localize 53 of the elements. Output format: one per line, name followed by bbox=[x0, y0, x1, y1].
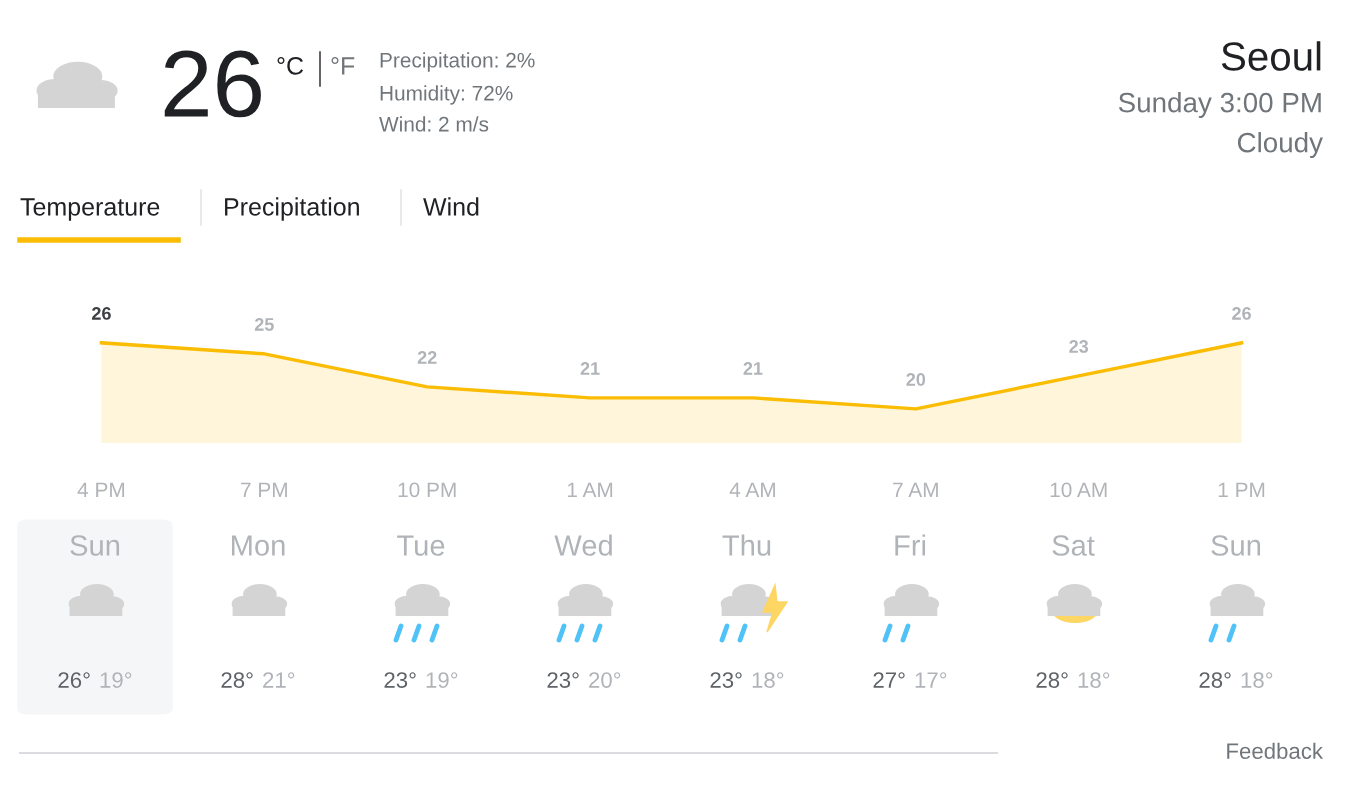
data-label: 21 bbox=[743, 362, 763, 375]
text: 18° bbox=[1078, 672, 1110, 688]
text: Humidity: 72% bbox=[380, 85, 513, 105]
text: 23° bbox=[384, 672, 416, 688]
text: 28° bbox=[1036, 672, 1068, 688]
x-tick-label: 4 AM bbox=[729, 482, 775, 497]
x-tick-label: 1 AM bbox=[567, 482, 613, 497]
text: °C bbox=[277, 57, 304, 75]
data-label: 26 bbox=[1232, 307, 1251, 320]
data-label: 21 bbox=[580, 362, 600, 375]
text: 19° bbox=[426, 672, 458, 688]
text: Seoul bbox=[1221, 41, 1321, 71]
text: 21° bbox=[263, 672, 295, 688]
x-tick-label: 10 AM bbox=[1050, 482, 1107, 498]
data-label: 25 bbox=[254, 318, 274, 331]
category-label: Wed bbox=[554, 534, 612, 556]
x-tick-label: 7 PM bbox=[241, 482, 287, 497]
text: 26 bbox=[164, 50, 261, 118]
text: Cloudy bbox=[1237, 132, 1323, 158]
text: 18° bbox=[752, 672, 784, 688]
category-label: Sun bbox=[70, 535, 120, 556]
text: Sunday 3:00 PM bbox=[1118, 92, 1321, 118]
data-label: 26 bbox=[92, 307, 111, 320]
text: 28° bbox=[221, 672, 253, 688]
data-label: 20 bbox=[906, 373, 926, 386]
x-tick-label: 1 PM bbox=[1218, 482, 1265, 497]
x-tick-label: 10 PM bbox=[398, 482, 456, 498]
data-label: 23 bbox=[1069, 340, 1089, 353]
data-label: 22 bbox=[417, 351, 437, 364]
text: 17° bbox=[915, 672, 947, 688]
category-label: Sun bbox=[1211, 535, 1261, 556]
text: 26° bbox=[58, 672, 90, 688]
text: 19° bbox=[100, 672, 132, 688]
text: 20° bbox=[589, 672, 621, 688]
text: 27° bbox=[873, 672, 905, 688]
category-label: Thu bbox=[722, 534, 771, 556]
x-tick-label: 4 PM bbox=[77, 482, 125, 497]
text: 18° bbox=[1241, 672, 1273, 688]
text: Wind: 2 m/s bbox=[379, 116, 489, 132]
category-label: Mon bbox=[232, 535, 285, 556]
text: Feedback bbox=[1227, 742, 1324, 759]
text: Wind bbox=[423, 197, 479, 216]
x-tick-label: 7 AM bbox=[893, 482, 938, 497]
text: 23° bbox=[547, 672, 579, 688]
text: Precipitation: 2% bbox=[380, 52, 535, 72]
text: 23° bbox=[710, 672, 742, 688]
text: 28° bbox=[1199, 672, 1231, 688]
text: Precipitation bbox=[225, 197, 359, 221]
text: Temperature bbox=[20, 198, 160, 221]
category-label: Fri bbox=[895, 534, 926, 556]
category-label: Tue bbox=[397, 535, 445, 556]
category-label: Sat bbox=[1052, 535, 1095, 556]
text: °F bbox=[331, 57, 355, 75]
